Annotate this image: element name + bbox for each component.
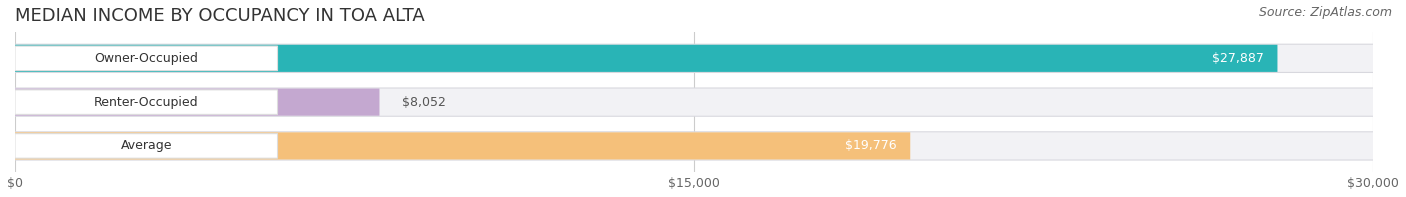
FancyBboxPatch shape	[15, 90, 277, 114]
Text: $19,776: $19,776	[845, 139, 897, 152]
FancyBboxPatch shape	[15, 44, 1374, 73]
FancyBboxPatch shape	[15, 132, 910, 160]
Text: Owner-Occupied: Owner-Occupied	[94, 52, 198, 65]
FancyBboxPatch shape	[15, 131, 1374, 161]
Text: MEDIAN INCOME BY OCCUPANCY IN TOA ALTA: MEDIAN INCOME BY OCCUPANCY IN TOA ALTA	[15, 7, 425, 25]
FancyBboxPatch shape	[15, 46, 277, 71]
FancyBboxPatch shape	[15, 134, 277, 158]
Text: $27,887: $27,887	[1212, 52, 1264, 65]
FancyBboxPatch shape	[15, 87, 1374, 117]
FancyBboxPatch shape	[15, 88, 380, 116]
Text: Source: ZipAtlas.com: Source: ZipAtlas.com	[1258, 6, 1392, 19]
Text: $8,052: $8,052	[402, 96, 446, 109]
Text: Average: Average	[121, 139, 172, 152]
Text: Renter-Occupied: Renter-Occupied	[94, 96, 198, 109]
FancyBboxPatch shape	[15, 45, 1374, 72]
FancyBboxPatch shape	[15, 45, 1278, 72]
FancyBboxPatch shape	[15, 88, 1374, 116]
FancyBboxPatch shape	[15, 132, 1374, 160]
